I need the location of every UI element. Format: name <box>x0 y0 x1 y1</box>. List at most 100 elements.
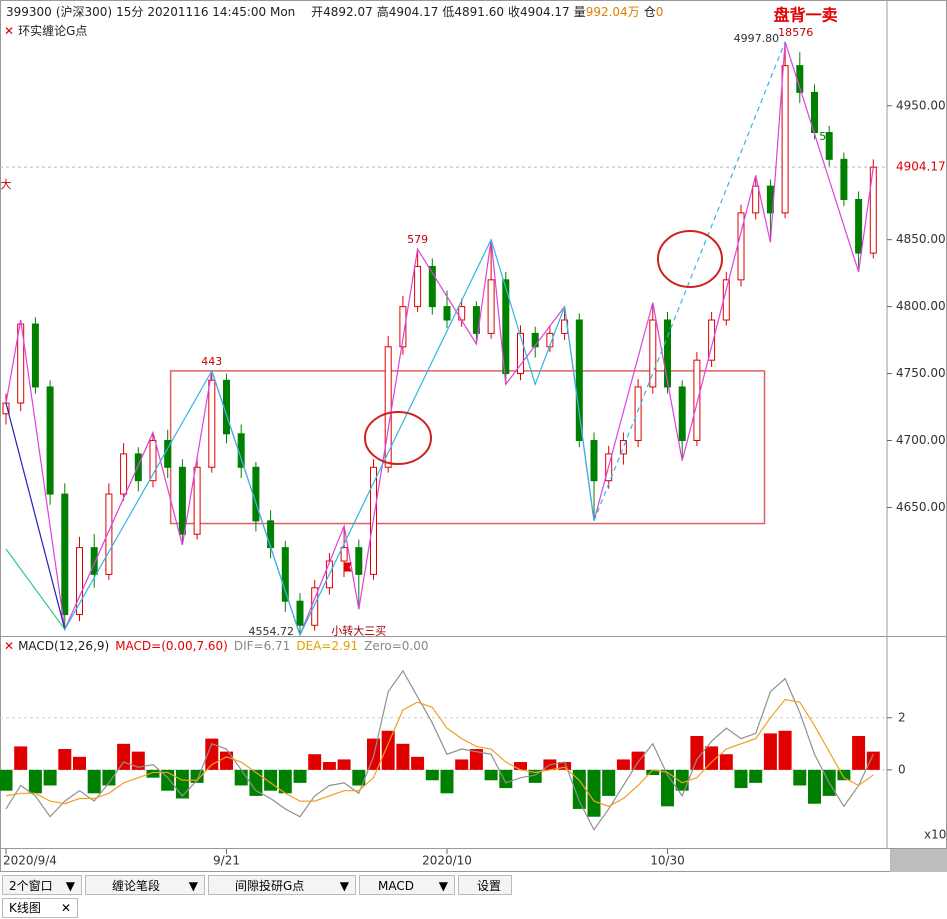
x-tick-label: 2020/10 <box>422 854 472 868</box>
field-label: 仓 <box>643 5 656 19</box>
toolbar-button[interactable]: MACD ▼ <box>359 875 455 895</box>
candle-body <box>708 319 716 361</box>
candle-body <box>693 359 701 442</box>
macd-bar <box>616 759 630 770</box>
macd-bar <box>205 738 219 770</box>
annotation: 4554.72 <box>249 625 295 638</box>
annotation: 小转大三买 <box>331 623 386 637</box>
stroke-line <box>64 238 595 636</box>
candle-body <box>120 453 128 495</box>
candle-body <box>281 547 289 602</box>
macd-bar <box>734 769 748 789</box>
readout: DIF=6.71 <box>233 639 291 653</box>
macd-bar <box>28 769 42 794</box>
candle-body <box>517 332 524 375</box>
macd-bar <box>117 743 131 770</box>
candle-body <box>46 386 54 495</box>
macd-bar <box>322 762 336 770</box>
y-tick-label: 4800.00 <box>896 299 946 313</box>
y-tick-label: 4700.00 <box>896 433 946 447</box>
macd-bar <box>808 769 821 804</box>
field-value: 4904.17 <box>520 5 570 19</box>
candle-body <box>90 547 98 575</box>
toolbar-button[interactable]: 间隙投研G点 ▼ <box>208 875 356 895</box>
x-tick-label: 10/30 <box>650 854 685 868</box>
highlight-circle <box>657 230 723 288</box>
toolbar-button[interactable]: 设置 <box>458 875 512 895</box>
macd-bar <box>396 743 410 770</box>
indicator-label: ✕ 环实缠论G点 <box>4 24 88 38</box>
candle-body <box>61 493 69 616</box>
toolbar-button[interactable]: 缠论笔段 ▼ <box>85 875 205 895</box>
field-label: 开 <box>311 5 324 19</box>
macd-title: MACD(12,26,9) <box>18 639 110 653</box>
candle-body <box>781 65 789 214</box>
candle-body <box>178 466 186 535</box>
macd-bar <box>499 769 513 789</box>
macd-bar <box>719 754 733 770</box>
macd-panel <box>0 669 887 831</box>
candle-body <box>355 547 363 575</box>
candle-body <box>414 265 422 308</box>
macd-bar <box>234 769 248 786</box>
field-value: 4892.07 <box>323 5 373 19</box>
macd-bar <box>411 756 425 770</box>
candle-body <box>208 379 216 468</box>
candle-body <box>193 466 201 535</box>
toolbar-button[interactable]: 2个窗口 ▼ <box>2 875 82 895</box>
macd-bar <box>278 769 292 794</box>
readout: Zero=0.00 <box>364 639 429 653</box>
candle-body <box>267 520 275 549</box>
macd-bar <box>587 769 601 817</box>
y-tick-label: 4850.00 <box>896 232 946 246</box>
readout: MACD=(0.00,7.60) <box>115 639 228 653</box>
candle-body <box>134 453 142 482</box>
field-value: 992.04万 <box>585 5 640 19</box>
candle-body <box>149 440 157 482</box>
field-label: 量 <box>573 5 586 19</box>
macd-bar <box>249 769 263 796</box>
macd-line <box>5 669 874 831</box>
macd-bar <box>690 735 704 770</box>
macd-bar <box>58 749 72 770</box>
candle-body <box>855 199 863 254</box>
candle-body <box>487 279 495 334</box>
y-tick-label: 4950.00 <box>896 98 946 112</box>
candle-body <box>105 493 113 575</box>
datetime: 20201116 14:45:00 Mon <box>147 5 296 19</box>
macd-bar <box>102 769 116 786</box>
annotation: 大 <box>1 177 12 191</box>
annotation: 576 <box>792 26 813 39</box>
flag-icon <box>343 562 352 577</box>
macd-bar <box>572 769 586 809</box>
field-label: 高 <box>376 5 389 19</box>
candle-body <box>399 306 407 348</box>
candle-body <box>825 132 833 160</box>
y-tick-label: 4650.00 <box>896 500 946 514</box>
button-label: MACD <box>378 879 414 893</box>
macd-bar <box>175 769 189 799</box>
frame <box>0 0 947 872</box>
candle-body <box>443 306 451 321</box>
candle-body <box>678 386 686 442</box>
y-tick-label: 0 <box>898 762 906 776</box>
macd-bar <box>293 769 307 783</box>
candle-body <box>590 440 598 482</box>
field-value: 0 <box>655 5 664 19</box>
code: 399300 <box>6 5 52 19</box>
macd-bar <box>514 762 527 770</box>
indicator-name: 环实缠论G点 <box>18 24 88 38</box>
quote-fields: 开4892.07 高4904.17 低4891.60 收4904.17 量992.04万… <box>311 5 667 19</box>
quote-header: 399300 (沪深300) 15分 20201116 14:45:00 Mon 开4… <box>6 3 671 20</box>
field-label: 低 <box>442 5 455 19</box>
candle-body <box>428 265 436 308</box>
macd-bar <box>705 746 719 770</box>
annotation: 盘背一卖 <box>774 6 838 25</box>
y-tick-label: 2 <box>898 710 906 724</box>
macd-bar <box>220 751 233 770</box>
tab[interactable]: K线图 ✕ <box>2 898 78 918</box>
stroke-line <box>5 41 874 636</box>
field-value: 4904.17 <box>388 5 439 19</box>
